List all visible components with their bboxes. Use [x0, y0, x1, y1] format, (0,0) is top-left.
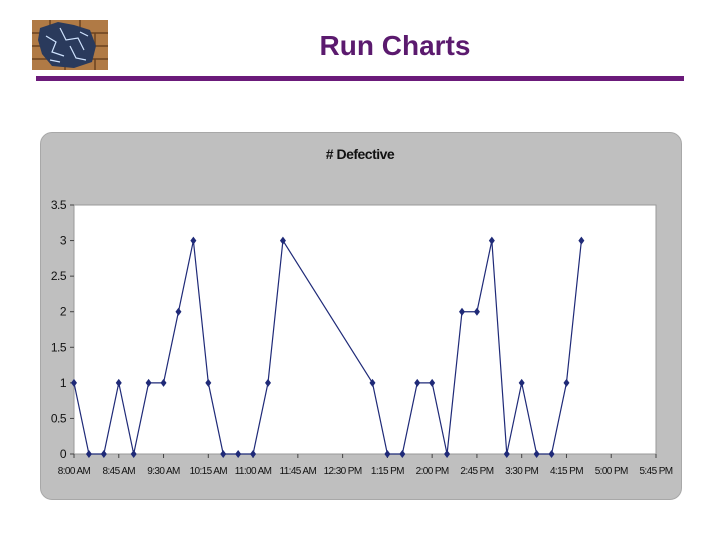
plot-area [73, 204, 657, 455]
data-point [175, 307, 182, 316]
brick-cracked-wall-icon [30, 16, 110, 74]
data-point [100, 450, 107, 458]
data-point [205, 378, 212, 387]
data-point [190, 236, 197, 245]
data-point [160, 378, 167, 387]
x-tick-label: 1:15 PM [371, 466, 404, 477]
data-point [71, 378, 77, 387]
y-tick-label: 3.5 [51, 198, 67, 212]
data-point [130, 450, 137, 458]
data-point [429, 378, 436, 387]
x-tick-label: 2:45 PM [460, 466, 493, 477]
title-divider [36, 76, 684, 81]
y-tick-label: 0 [60, 447, 67, 461]
x-tick-label: 12:30 PM [324, 466, 362, 477]
y-tick-label: 1 [60, 376, 67, 390]
x-tick-label: 8:00 AM [58, 466, 91, 477]
data-point [85, 450, 92, 458]
x-tick-label: 3:30 PM [505, 466, 538, 477]
series-line [73, 238, 582, 455]
data-point [503, 450, 510, 458]
x-tick-label: 2:00 PM [416, 466, 449, 477]
chart-title: # Defective [325, 146, 395, 162]
data-point [265, 378, 271, 387]
data-point [518, 378, 525, 387]
data-point [414, 378, 421, 387]
data-point [145, 378, 152, 387]
x-tick-label: 10:15 AM [190, 466, 228, 477]
y-tick-label: 2 [60, 305, 67, 319]
x-tick-label: 9:30 AM [147, 466, 180, 477]
data-point [444, 450, 451, 458]
x-tick-label: 11:00 AM [235, 466, 272, 477]
y-tick-label: 0.5 [51, 411, 67, 425]
y-tick-label: 3 [60, 234, 67, 248]
data-point [578, 236, 585, 245]
x-tick-label: 5:00 PM [595, 466, 628, 477]
x-tick-label: 5:45 PM [639, 466, 672, 477]
data-point [459, 307, 465, 316]
slide-title: Run Charts [319, 30, 471, 61]
data-point [235, 450, 242, 458]
x-tick-label: 11:45 AM [279, 466, 316, 477]
data-point [279, 236, 286, 245]
data-point [220, 450, 227, 458]
data-point [115, 378, 122, 387]
data-point [488, 236, 495, 245]
x-tick-label: 8:45 AM [103, 466, 136, 477]
x-tick-label: 4:15 PM [550, 466, 583, 477]
data-point [533, 450, 540, 458]
data-point [250, 450, 257, 458]
data-point [399, 450, 406, 458]
data-point [473, 307, 480, 316]
data-point [384, 450, 391, 458]
y-tick-label: 2.5 [51, 269, 67, 283]
data-point [369, 378, 376, 387]
y-tick-label: 1.5 [51, 340, 67, 354]
data-point [548, 450, 555, 458]
data-point [563, 378, 570, 387]
